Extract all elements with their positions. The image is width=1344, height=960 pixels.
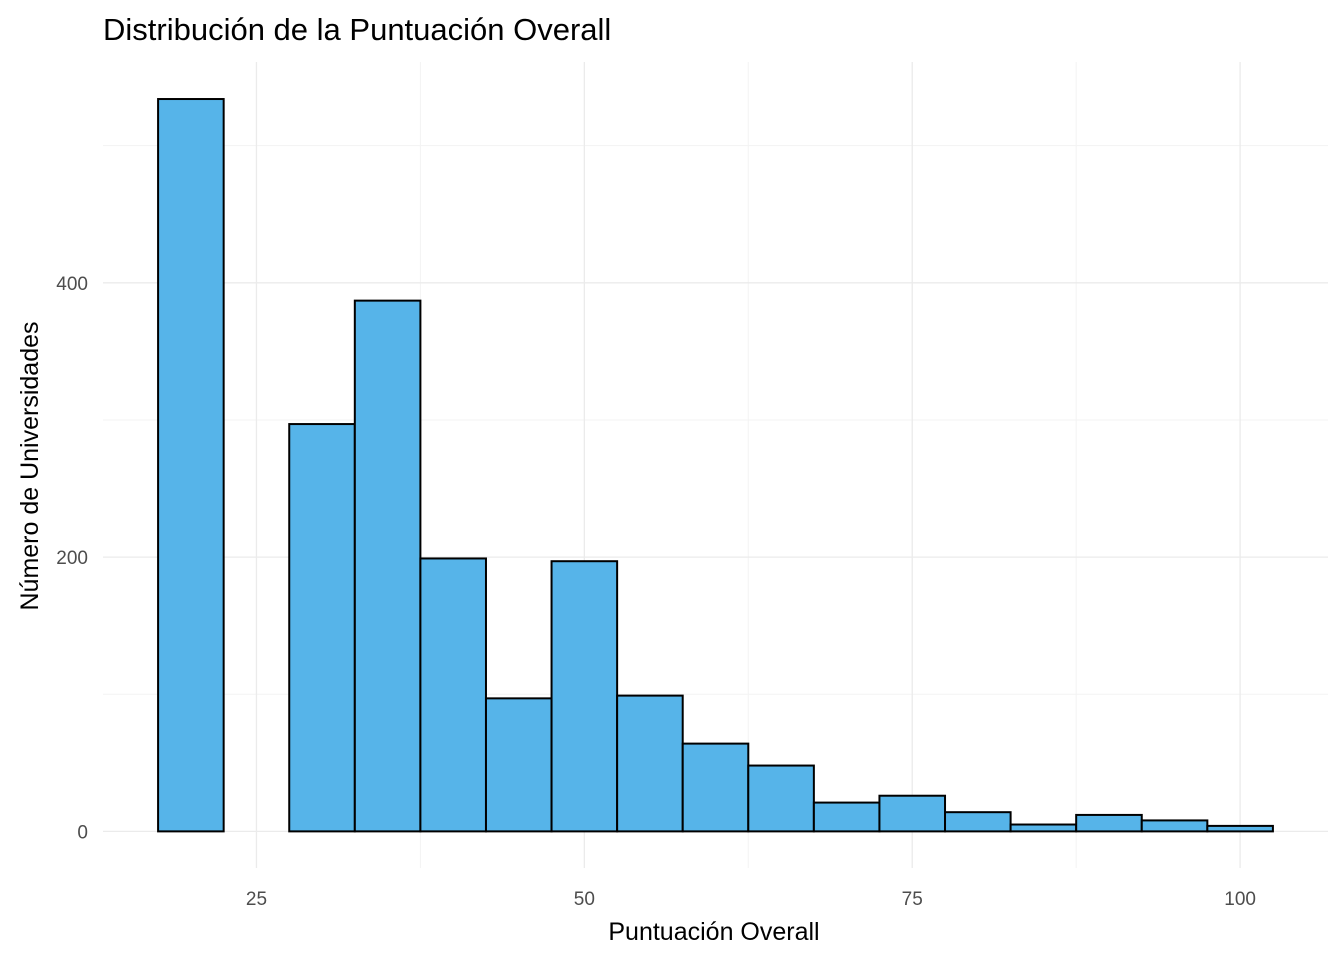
histogram-bar [288, 423, 356, 833]
histogram-bar [812, 801, 881, 833]
histogram-bar [616, 694, 684, 833]
histogram-bar [1075, 813, 1143, 833]
x-axis-title: Puntuación Overall [608, 918, 819, 946]
y-axis-tick-labels: 0 200 400 [56, 274, 88, 844]
histogram-bar [681, 742, 750, 833]
histogram-bar [878, 794, 947, 833]
histogram-bar [944, 811, 1012, 833]
x-tick-label: 25 [246, 889, 267, 910]
x-tick-label: 50 [574, 889, 595, 910]
x-axis-tick-labels: 25 50 75 100 [246, 889, 1256, 910]
y-tick-label: 400 [56, 274, 88, 295]
histogram-bar [747, 764, 815, 833]
histogram-bar [1009, 823, 1078, 833]
histogram-bar [353, 299, 422, 833]
histogram-bar [550, 560, 619, 833]
chart-title: Distribución de la Puntuación Overall [103, 12, 611, 47]
histogram-bar [1206, 824, 1274, 833]
y-tick-label: 200 [56, 548, 88, 569]
histogram-bar [157, 98, 225, 833]
x-tick-label: 100 [1224, 889, 1256, 910]
histogram-bar [484, 697, 553, 833]
histogram-bar [1140, 819, 1209, 833]
y-tick-label: 0 [77, 822, 88, 843]
histogram-bar [419, 557, 487, 833]
x-tick-label: 75 [902, 889, 923, 910]
histogram-bars [157, 98, 1274, 833]
y-axis-title: Número de Universidades [16, 321, 44, 610]
